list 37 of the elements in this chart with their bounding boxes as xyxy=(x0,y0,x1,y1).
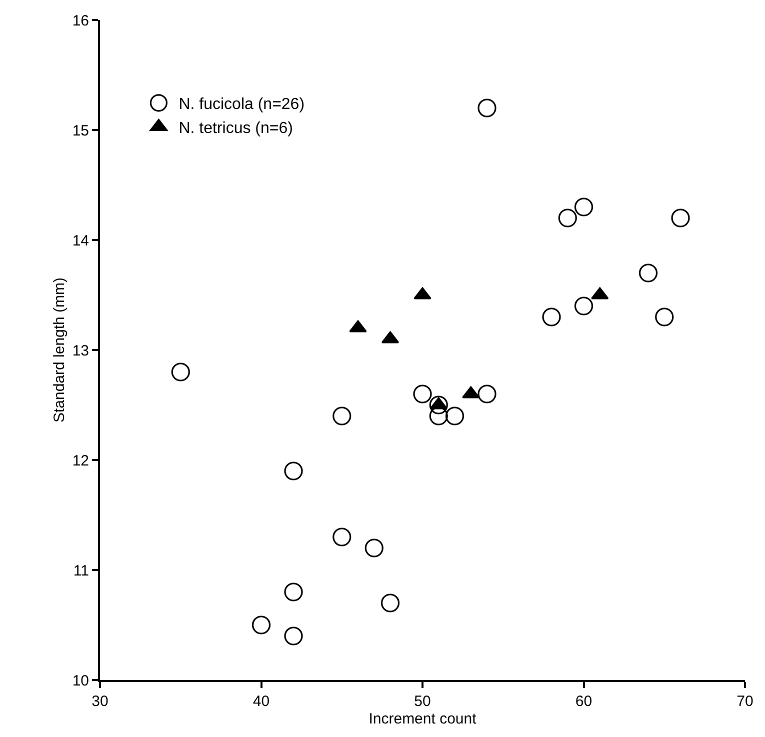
point xyxy=(332,406,352,426)
y-tick-label: 12 xyxy=(72,452,89,470)
x-tick-label: 70 xyxy=(736,693,754,710)
y-tick-label: 14 xyxy=(72,232,89,250)
y-axis-title: Standard length (mm) xyxy=(51,277,68,423)
point xyxy=(413,384,432,404)
point xyxy=(574,296,594,316)
y-tick-label: 15 xyxy=(72,122,89,140)
point xyxy=(284,626,303,646)
point xyxy=(429,396,448,414)
point xyxy=(671,208,690,228)
point xyxy=(655,308,674,326)
y-tick-label: 16 xyxy=(72,12,89,30)
point xyxy=(332,528,352,546)
point xyxy=(478,98,496,118)
x-axis-title: Increment count xyxy=(368,710,478,728)
point xyxy=(542,308,561,326)
point xyxy=(638,264,658,282)
point xyxy=(284,582,303,602)
point xyxy=(445,406,464,426)
point xyxy=(380,594,400,612)
y-tick-label: 13 xyxy=(72,342,89,360)
point xyxy=(284,462,303,480)
point xyxy=(478,384,496,404)
x-tick-label: 60 xyxy=(575,693,592,710)
x-tick-label: 30 xyxy=(92,693,108,710)
legend-label: N. fucicola (n=26) xyxy=(178,96,305,114)
point xyxy=(171,362,190,382)
y-tick-label: 11 xyxy=(73,562,89,580)
y-tick-label: 10 xyxy=(72,672,89,690)
point xyxy=(574,198,594,216)
x-tick-label: 40 xyxy=(252,693,270,710)
point xyxy=(252,616,271,634)
legend-label: N. tetricus (n=6) xyxy=(178,120,293,137)
x-tick-label: 50 xyxy=(414,693,431,710)
point xyxy=(558,208,577,228)
point xyxy=(364,538,384,558)
